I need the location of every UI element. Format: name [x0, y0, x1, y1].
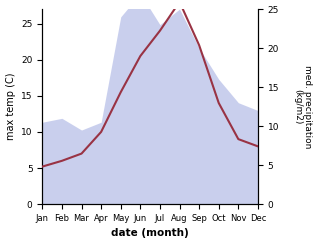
Y-axis label: max temp (C): max temp (C): [5, 73, 16, 140]
X-axis label: date (month): date (month): [111, 228, 189, 238]
Y-axis label: med. precipitation
(kg/m2): med. precipitation (kg/m2): [293, 65, 313, 148]
